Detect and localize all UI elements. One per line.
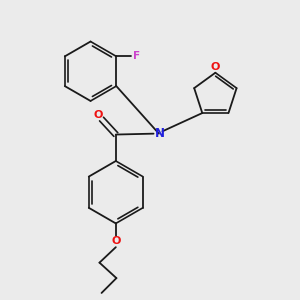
Text: O: O [111, 236, 121, 246]
Text: O: O [93, 110, 103, 120]
Text: N: N [154, 127, 164, 140]
Text: O: O [211, 62, 220, 72]
Text: F: F [133, 51, 140, 62]
